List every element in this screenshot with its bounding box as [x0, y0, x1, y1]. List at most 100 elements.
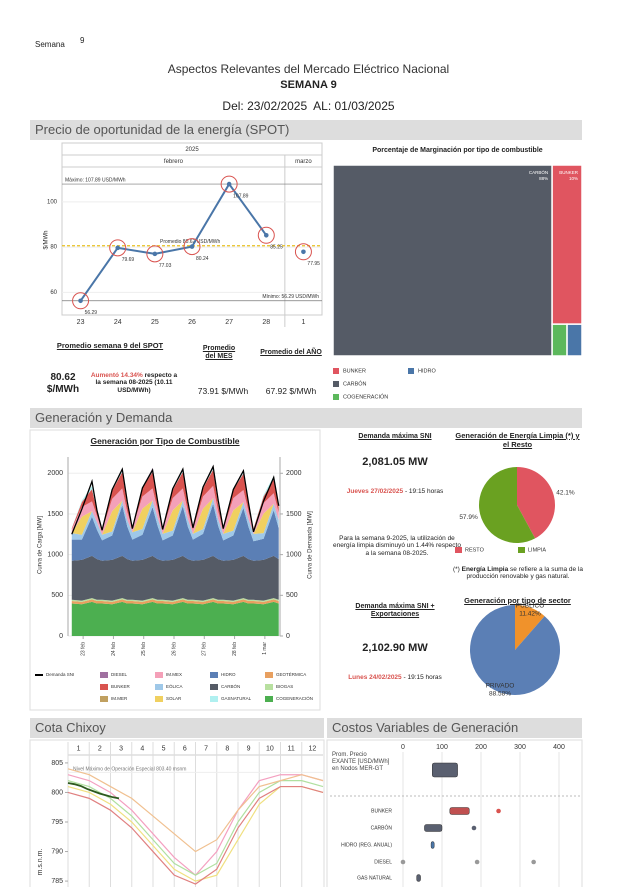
legend-swatch	[518, 547, 525, 553]
legend-label: BUNKER	[111, 684, 131, 689]
legend-label: HIDRO	[418, 368, 436, 374]
section-title: Cota Chixoy	[30, 718, 324, 738]
month-label: 2	[98, 745, 102, 752]
x-tick-label: 28 feb	[232, 642, 238, 656]
pie-slice	[470, 605, 560, 695]
x-tick-label: 25	[151, 319, 159, 326]
y-tick-label: 2000	[47, 470, 63, 477]
y-tick-label: 80	[50, 245, 57, 251]
y-tick-label: 785	[51, 878, 63, 885]
value-label: 77.03	[159, 263, 172, 269]
pie-slice	[478, 467, 536, 543]
y-tick-label: 100	[47, 200, 58, 206]
time: - 19:15 horas	[404, 488, 444, 495]
x-tick-label: 200	[475, 744, 487, 751]
legend-swatch	[333, 368, 339, 374]
section-title: Generación y Demanda	[30, 408, 582, 428]
month-label: 4	[140, 745, 144, 752]
point	[263, 232, 269, 238]
month-label: 12	[308, 745, 316, 752]
range-box	[416, 874, 421, 882]
legend-swatch	[333, 381, 339, 387]
treemap-cell	[566, 323, 583, 357]
legend-label: LIMPIA	[528, 547, 546, 553]
cell-label: BUNKER	[559, 170, 579, 175]
cost-point	[471, 825, 477, 831]
month-label: 1	[77, 745, 81, 752]
legend-swatch	[100, 684, 108, 690]
cell-label: CARBÓN	[529, 169, 548, 175]
month-label: 10	[266, 745, 274, 752]
stacked-area	[71, 498, 279, 542]
legend-label: CARBÓN	[221, 683, 240, 689]
x-tick-label: 26 feb	[171, 642, 177, 656]
period: Del: 23/02/2025 AL: 01/03/2025	[222, 99, 395, 113]
legend-label: EÓLICA	[166, 683, 183, 689]
date: Jueves 27/02/2025	[346, 488, 404, 495]
date: Lunes 24/02/2025	[348, 674, 402, 681]
point-ring	[257, 226, 275, 244]
note: se refiere a la suma de la producción re…	[466, 566, 584, 581]
plot-frame	[29, 739, 325, 887]
chart-title: Generación de Energía Limpia (*) y el Re…	[455, 431, 580, 449]
plot-frame	[326, 739, 583, 887]
pie-slice	[515, 605, 545, 650]
legend-swatch	[265, 696, 273, 702]
value-label: 107.89	[233, 193, 249, 199]
section-title: Precio de oportunidad de la energía (SPO…	[30, 120, 582, 140]
x-tick-label: 1	[301, 319, 305, 326]
slice-label: 57.9%	[459, 514, 478, 521]
title: Aspectos Relevantes del Mercado Eléctric…	[167, 62, 450, 76]
legend-label: COGENERACIÓN	[276, 695, 313, 701]
point	[226, 181, 232, 187]
stacked-area	[71, 498, 279, 535]
legend-swatch	[155, 684, 163, 690]
subtitle: SEMANA 9	[280, 79, 337, 91]
treemap-cell	[332, 164, 553, 357]
month-label: 9	[247, 745, 251, 752]
legend-swatch	[210, 696, 218, 702]
y2-tick-label: 500	[286, 592, 298, 599]
level-line	[67, 782, 120, 800]
demand-title: Demanda máxima SNI + Exportaciones	[355, 603, 435, 619]
y-axis-label: $/MWh	[44, 230, 50, 249]
y-tick-label: 500	[51, 592, 63, 599]
legend-swatch	[408, 368, 414, 374]
value-label: 80.24	[196, 256, 209, 262]
treemap-cell	[551, 323, 568, 357]
y2-tick-label: 1500	[286, 511, 302, 518]
month-label: 8	[225, 745, 229, 752]
note: Energía Limpia	[461, 566, 509, 573]
stacked-area	[71, 503, 279, 561]
month-label: 7	[204, 745, 208, 752]
annotation: Nivel Máximo de Operación Especial 803.4…	[73, 767, 186, 773]
x-tick-label: 26	[188, 319, 196, 326]
x-tick-label: 27	[225, 319, 233, 326]
x-tick-label: 23 feb	[80, 642, 86, 656]
point-ring	[294, 243, 312, 261]
week: 9	[80, 36, 85, 45]
point-ring	[183, 238, 201, 256]
y-tick-label: 805	[51, 760, 63, 767]
stacked-area	[71, 555, 279, 601]
month-label: marzo	[295, 159, 312, 165]
legend-swatch	[155, 696, 163, 702]
month-label: 3	[119, 745, 123, 752]
legend-label: CARBÓN	[343, 380, 367, 387]
summary-value: 67.92 $/MWh	[265, 386, 317, 396]
x-tick-label: 100	[436, 744, 448, 751]
point	[301, 249, 306, 255]
stacked-area	[71, 485, 279, 535]
y2-axis-label: Curva de Demanda [MW]	[308, 511, 314, 579]
range-box	[424, 824, 443, 832]
legend-label: IM.MEX	[166, 672, 182, 677]
section-title: Costos Variables de Generación	[327, 718, 582, 738]
point	[189, 244, 195, 249]
legend-swatch	[455, 547, 462, 553]
year-label: 2025	[185, 147, 199, 153]
summary-value: 80.62 $/MWh	[46, 372, 80, 395]
y-axis-label: Curva de Carga [MW]	[38, 516, 44, 574]
point	[78, 298, 83, 304]
cost-point	[400, 859, 406, 865]
pie-note: (*) Energía Limpia se refiere a la suma …	[452, 566, 584, 581]
